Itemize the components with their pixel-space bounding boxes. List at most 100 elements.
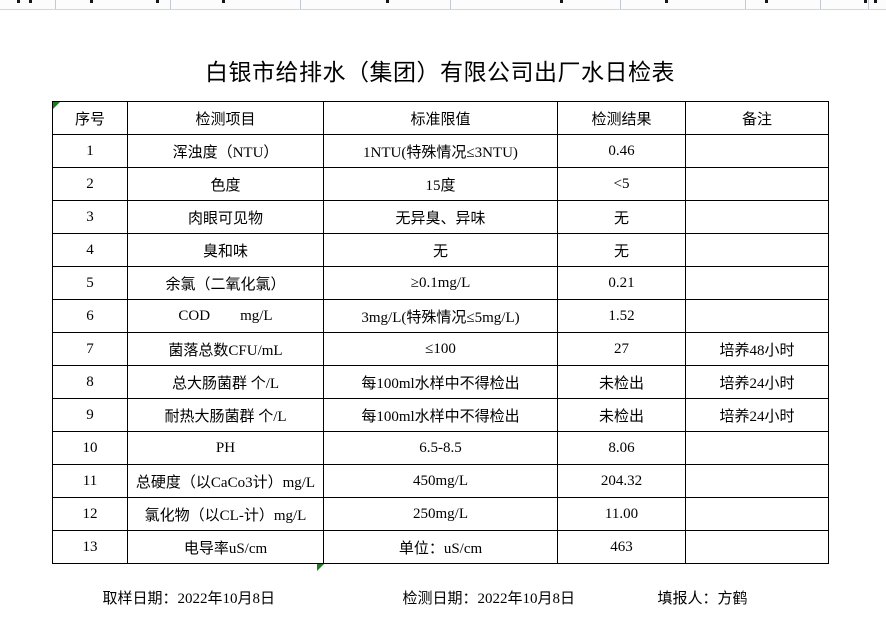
cell-note[interactable]: [685, 299, 829, 333]
cell-result[interactable]: 8.06: [557, 431, 686, 465]
clipped-text-fragment: [156, 0, 159, 3]
table-row: 2 色度 15度 <5: [52, 167, 829, 201]
cell-result[interactable]: 无: [557, 200, 686, 234]
cell-note[interactable]: 培养24小时: [685, 365, 829, 399]
cell-limit[interactable]: ≤100: [323, 332, 558, 366]
clipped-text-fragment: [874, 0, 877, 3]
table-row: 7 菌落总数CFU/mL ≤100 27 培养48小时: [52, 332, 829, 366]
reporter: 填报人：方鹤: [650, 570, 748, 608]
header-cell-result[interactable]: 检测结果: [557, 101, 686, 135]
cell-item[interactable]: 总大肠菌群 个/L: [127, 365, 324, 399]
table-row: 1 浑浊度（NTU） 1NTU(特殊情况≤3NTU) 0.46: [52, 134, 829, 168]
cell-no[interactable]: 1: [52, 134, 128, 168]
cell-note[interactable]: [685, 464, 829, 498]
cell-limit[interactable]: 250mg/L: [323, 497, 558, 531]
cell-result[interactable]: 204.32: [557, 464, 686, 498]
cell-limit[interactable]: 无异臭、异味: [323, 200, 558, 234]
cell-limit[interactable]: ≥0.1mg/L: [323, 266, 558, 300]
cell-error-triangle-icon: [317, 564, 324, 571]
cell-limit[interactable]: 450mg/L: [323, 464, 558, 498]
cell-no[interactable]: 6: [52, 299, 128, 333]
cell-limit[interactable]: 每100ml水样中不得检出: [323, 398, 558, 432]
cell-note[interactable]: [685, 167, 829, 201]
cell-limit[interactable]: 3mg/L(特殊情况≤5mg/L): [323, 299, 558, 333]
cell-no[interactable]: 3: [52, 200, 128, 234]
cell-item[interactable]: 电导率uS/cm: [127, 530, 324, 564]
cell-no[interactable]: 12: [52, 497, 128, 531]
cell-item[interactable]: COD mg/L: [127, 299, 324, 333]
table-row: 9 耐热大肠菌群 个/L 每100ml水样中不得检出 未检出 培养24小时: [52, 398, 829, 432]
cell-no[interactable]: 10: [52, 431, 128, 465]
cell-result[interactable]: 无: [557, 233, 686, 267]
cell-item[interactable]: 浑浊度（NTU）: [127, 134, 324, 168]
cell-note[interactable]: [685, 233, 829, 267]
table-body: 1 浑浊度（NTU） 1NTU(特殊情况≤3NTU) 0.46 2 色度 15度 <5 3 肉眼可…: [52, 134, 829, 564]
cell-note[interactable]: [685, 266, 829, 300]
cell-item[interactable]: 色度: [127, 167, 324, 201]
cell-item[interactable]: 肉眼可见物: [127, 200, 324, 234]
cell-item[interactable]: 耐热大肠菌群 个/L: [127, 398, 324, 432]
cell-limit[interactable]: 6.5-8.5: [323, 431, 558, 465]
cell-no[interactable]: 4: [52, 233, 128, 267]
cell-limit[interactable]: 15度: [323, 167, 558, 201]
cell-note[interactable]: [685, 200, 829, 234]
cell-result[interactable]: 0.46: [557, 134, 686, 168]
cell-note[interactable]: [685, 530, 829, 564]
sample-date: 取样日期：2022年10月8日: [95, 570, 276, 608]
cell-no[interactable]: 8: [52, 365, 128, 399]
grid-line: [450, 0, 451, 9]
grid-line: [820, 0, 821, 9]
cell-item[interactable]: 臭和味: [127, 233, 324, 267]
clipped-text-fragment: [665, 0, 668, 3]
cell-result[interactable]: 463: [557, 530, 686, 564]
cell-result[interactable]: 11.00: [557, 497, 686, 531]
reporter-label: 填报人：: [657, 591, 718, 607]
clipped-text-fragment: [560, 0, 563, 3]
cell-result[interactable]: <5: [557, 167, 686, 201]
cell-item[interactable]: 余氯（二氧化氯）: [127, 266, 324, 300]
table-row: 13 电导率uS/cm 单位：uS/cm 463: [52, 530, 829, 564]
cell-no[interactable]: 7: [52, 332, 128, 366]
cell-result[interactable]: 未检出: [557, 365, 686, 399]
cell-result[interactable]: 1.52: [557, 299, 686, 333]
cell-limit[interactable]: 无: [323, 233, 558, 267]
cell-note[interactable]: 培养24小时: [685, 398, 829, 432]
cell-result[interactable]: 未检出: [557, 398, 686, 432]
page-title: 白银市给排水（集团）有限公司出厂水日检表: [205, 60, 675, 85]
cell-item[interactable]: 总硬度（以CaCo3计）mg/L: [127, 464, 324, 498]
sample-date-value: 2022年10月8日: [177, 591, 276, 607]
grid-line: [55, 0, 56, 9]
header-cell-item[interactable]: 检测项目: [127, 101, 324, 135]
cell-item[interactable]: 菌落总数CFU/mL: [127, 332, 324, 366]
cell-note[interactable]: [685, 431, 829, 465]
table-header-row: 序号 检测项目 标准限值 检测结果 备注: [52, 101, 829, 135]
cell-no[interactable]: 2: [52, 167, 128, 201]
cell-limit[interactable]: 1NTU(特殊情况≤3NTU): [323, 134, 558, 168]
header-cell-no[interactable]: 序号: [52, 101, 128, 135]
grid-line: [745, 0, 746, 9]
clipped-text-fragment: [765, 0, 768, 3]
daily-inspection-table: 序号 检测项目 标准限值 检测结果 备注 1 浑浊度（NTU） 1NTU(特殊情况≤…: [52, 101, 829, 564]
cell-no[interactable]: 5: [52, 266, 128, 300]
cell-note[interactable]: [685, 497, 829, 531]
cell-result[interactable]: 27: [557, 332, 686, 366]
table-row: 10 PH 6.5-8.5 8.06: [52, 431, 829, 465]
table-row: 12 氯化物（以CL-计）mg/L 250mg/L 11.00: [52, 497, 829, 531]
table-row: 8 总大肠菌群 个/L 每100ml水样中不得检出 未检出 培养24小时: [52, 365, 829, 399]
cell-no[interactable]: 13: [52, 530, 128, 564]
cell-item[interactable]: PH: [127, 431, 324, 465]
cell-note[interactable]: [685, 134, 829, 168]
grid-line: [620, 0, 621, 9]
cell-item[interactable]: 氯化物（以CL-计）mg/L: [127, 497, 324, 531]
cell-note[interactable]: 培养48小时: [685, 332, 829, 366]
cell-no[interactable]: 11: [52, 464, 128, 498]
cell-limit[interactable]: 单位：uS/cm: [323, 530, 558, 564]
header-cell-limit[interactable]: 标准限值: [323, 101, 558, 135]
cell-limit[interactable]: 每100ml水样中不得检出: [323, 365, 558, 399]
header-cell-note[interactable]: 备注: [685, 101, 829, 135]
table-row: 4 臭和味无无: [52, 233, 829, 267]
cell-result[interactable]: 0.21: [557, 266, 686, 300]
cell-no[interactable]: 9: [52, 398, 128, 432]
clipped-text-fragment: [864, 0, 867, 3]
clipped-text-fragment: [17, 0, 20, 3]
